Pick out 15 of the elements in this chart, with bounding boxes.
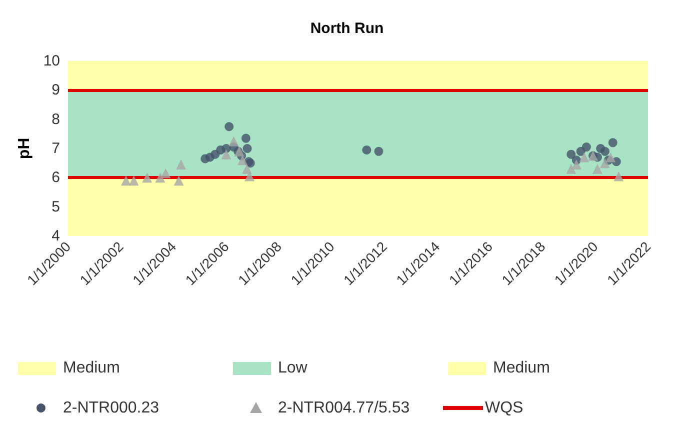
y-tick-label: 9 [52,82,60,99]
y-axis-title: pH [16,138,33,160]
y-tick-label: 7 [52,140,60,157]
y-tick-label: 5 [52,198,60,216]
y-tick-label: 6 [52,169,60,186]
legend-label: Medium [493,360,550,376]
legend-label: WQS [485,400,524,416]
legend-label: 2-NTR004.77/5.53 [278,400,410,416]
y-tick-label: 8 [52,110,60,128]
legend-label: Low [278,360,308,376]
chart-title: North Run [310,20,384,37]
y-tick-label: 10 [43,52,60,70]
legend-label: Medium [63,360,120,376]
y-tick-label: 4 [52,228,60,244]
legend-label: 2-NTR000.23 [63,400,160,416]
